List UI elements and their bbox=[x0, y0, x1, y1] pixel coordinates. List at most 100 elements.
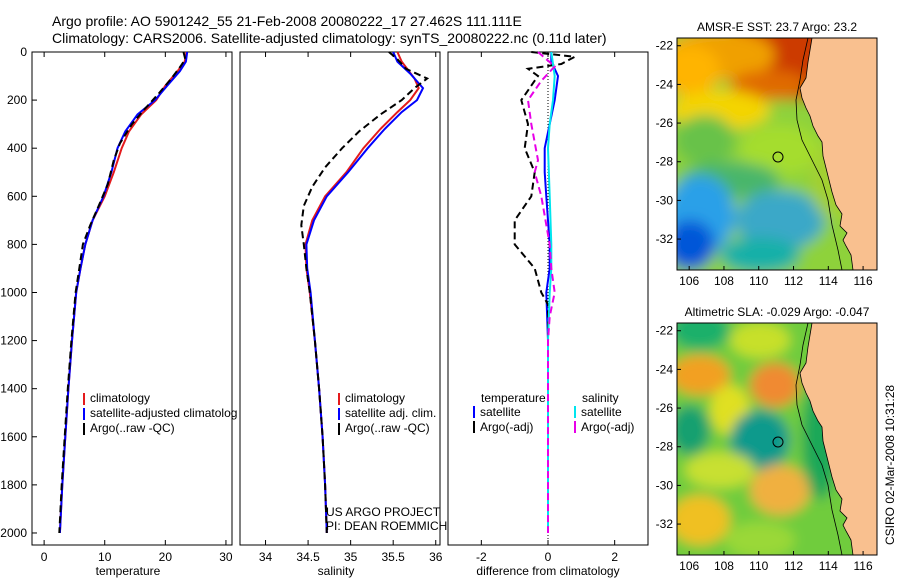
lon-tick-label: 108 bbox=[714, 274, 734, 288]
legend-label-sal-argo: Argo(-adj) bbox=[581, 420, 634, 434]
lon-tick-label: 112 bbox=[784, 274, 803, 288]
lat-tick-label: -28 bbox=[656, 155, 674, 169]
lon-tick-label: 110 bbox=[749, 559, 768, 573]
temperature-xlabel: temperature bbox=[96, 564, 161, 578]
lon-tick-label: 106 bbox=[679, 274, 699, 288]
sst-map-axes: 106 108 110 112 114 116 -22 -24 -26 -28 -30 -32 bbox=[656, 39, 873, 288]
difference-axis: -2 0 2 bbox=[476, 52, 618, 564]
temperature-axis: 0 10 20 30 bbox=[41, 52, 233, 564]
land-mass bbox=[799, 38, 877, 270]
lat-tick-label: -28 bbox=[656, 440, 674, 454]
argo-float-marker bbox=[772, 436, 784, 448]
depth-tick-label: 1400 bbox=[0, 382, 27, 396]
difference-series bbox=[513, 51, 579, 533]
lat-tick-label: -24 bbox=[656, 362, 674, 376]
lon-tick-label: 114 bbox=[819, 559, 838, 573]
salinity-legend: climatology satellite adj. clim. Argo(..… bbox=[338, 391, 436, 435]
legend-label-temp-argo: Argo(-adj) bbox=[480, 420, 533, 434]
side-timestamp-label: CSIRO 02-Mar-2008 10:31:28 bbox=[883, 385, 897, 545]
depth-tick-label: 1600 bbox=[0, 430, 27, 444]
legend-label-sal-satellite: satellite bbox=[581, 405, 622, 419]
lat-tick-label: -24 bbox=[656, 77, 674, 91]
legend-label-climatology: climatology bbox=[345, 391, 405, 405]
x-tick-label: 35 bbox=[344, 550, 358, 564]
legend-label-temp-satellite: satellite bbox=[480, 405, 521, 419]
salinity-series bbox=[300, 51, 430, 534]
project-annotation-line-2: PI: DEAN ROEMMICH bbox=[326, 519, 447, 533]
x-tick-label: 30 bbox=[219, 550, 233, 564]
temperature-legend: climatology satellite-adjusted climatolo… bbox=[83, 391, 237, 435]
header-line-2: Climatology: CARS2006. Satellite-adjuste… bbox=[52, 30, 607, 46]
depth-tick-label: 1800 bbox=[0, 478, 27, 492]
x-tick-label: 10 bbox=[98, 550, 112, 564]
depth-tick-label: 400 bbox=[7, 141, 27, 155]
series-line-argo-raw-qc bbox=[58, 51, 187, 534]
legend-label-satellite: satellite-adjusted climatolog bbox=[90, 406, 237, 420]
depth-tick-label: 200 bbox=[7, 93, 27, 107]
x-tick-label: 36 bbox=[429, 550, 443, 564]
lon-tick-label: 106 bbox=[679, 559, 699, 573]
salinity-axis: 34 34.5 35 35.5 36 bbox=[259, 52, 443, 564]
temperature-profile-panel: 0 200 400 600 800 1000 1200 1400 1600 1800 2000 0 1… bbox=[0, 45, 237, 578]
legend-label-satellite: satellite adj. clim. bbox=[345, 406, 436, 420]
shelf-contour bbox=[795, 323, 843, 555]
series-line-satellite bbox=[546, 51, 556, 533]
sla-map-axes: 106 108 110 112 114 116 -22 -24 -26 -28 -30 -32 bbox=[656, 324, 873, 573]
lat-tick-label: -30 bbox=[656, 193, 674, 207]
lat-tick-label: -30 bbox=[656, 478, 674, 492]
lat-tick-label: -22 bbox=[656, 324, 674, 338]
salinity-profile-panel: 34 34.5 35 35.5 36 salinity climatology sate… bbox=[239, 51, 447, 578]
shelf-contour bbox=[795, 38, 843, 270]
difference-xlabel: difference from climatology bbox=[476, 564, 619, 578]
depth-tick-label: 600 bbox=[7, 189, 27, 203]
difference-legend: temperature salinity satellite Argo(-adj… bbox=[473, 391, 634, 434]
lat-tick-label: -32 bbox=[656, 517, 674, 531]
series-line-argo-adj bbox=[526, 51, 557, 533]
salinity-xlabel: salinity bbox=[318, 564, 355, 578]
sla-map-panel: Altimetric SLA: -0.029 Argo: -0.047 bbox=[656, 305, 878, 573]
header-line-1: Argo profile: AO 5901242_55 21-Feb-2008 … bbox=[52, 13, 522, 29]
sla-map-title: Altimetric SLA: -0.029 Argo: -0.047 bbox=[685, 305, 870, 319]
x-tick-label: 34 bbox=[259, 550, 273, 564]
argo-float-marker bbox=[772, 151, 784, 163]
lon-tick-label: 116 bbox=[854, 559, 873, 573]
sst-map-title: AMSR-E SST: 23.7 Argo: 23.2 bbox=[697, 20, 857, 34]
legend-title-temperature: temperature bbox=[481, 391, 546, 405]
sst-map-frame bbox=[676, 37, 878, 271]
legend-label-climatology: climatology bbox=[90, 391, 150, 405]
depth-tick-label: 1200 bbox=[0, 334, 27, 348]
x-tick-label: 0 bbox=[545, 550, 552, 564]
legend-label-argo: Argo(..raw -QC) bbox=[90, 421, 175, 435]
x-tick-label: 20 bbox=[159, 550, 173, 564]
temperature-series bbox=[58, 51, 189, 534]
x-tick-label: 0 bbox=[41, 550, 48, 564]
lat-tick-label: -26 bbox=[656, 401, 674, 415]
sst-map-panel: AMSR-E SST: 23.7 Argo: 23.2 bbox=[656, 20, 878, 288]
x-tick-label: 2 bbox=[611, 550, 618, 564]
salinity-axes-box bbox=[239, 51, 441, 546]
lon-tick-label: 114 bbox=[819, 274, 838, 288]
lon-tick-label: 116 bbox=[854, 274, 873, 288]
sla-map-frame bbox=[676, 322, 878, 556]
x-tick-label: -2 bbox=[476, 550, 487, 564]
temperature-axes-box bbox=[31, 51, 233, 546]
depth-tick-label: 1000 bbox=[0, 285, 27, 299]
land-mass bbox=[799, 323, 877, 555]
project-annotation-line-1: US ARGO PROJECT bbox=[326, 505, 441, 519]
depth-tick-label: 2000 bbox=[0, 526, 27, 540]
lon-tick-label: 108 bbox=[714, 559, 734, 573]
lon-tick-label: 112 bbox=[784, 559, 803, 573]
difference-profile-panel: -2 0 2 difference from climatology tempera… bbox=[447, 51, 649, 578]
depth-tick-label: 800 bbox=[7, 237, 27, 251]
lat-tick-label: -32 bbox=[656, 232, 674, 246]
lon-tick-label: 110 bbox=[749, 274, 768, 288]
x-tick-label: 35.5 bbox=[382, 550, 406, 564]
legend-label-argo: Argo(..raw -QC) bbox=[345, 421, 430, 435]
lat-tick-label: -22 bbox=[656, 39, 674, 53]
legend-title-salinity: salinity bbox=[582, 391, 619, 405]
depth-axis: 0 200 400 600 800 1000 1200 1400 1600 1800 2000 bbox=[0, 45, 37, 540]
depth-tick-label: 0 bbox=[20, 45, 27, 59]
x-tick-label: 34.5 bbox=[296, 550, 320, 564]
lat-tick-label: -26 bbox=[656, 116, 674, 130]
